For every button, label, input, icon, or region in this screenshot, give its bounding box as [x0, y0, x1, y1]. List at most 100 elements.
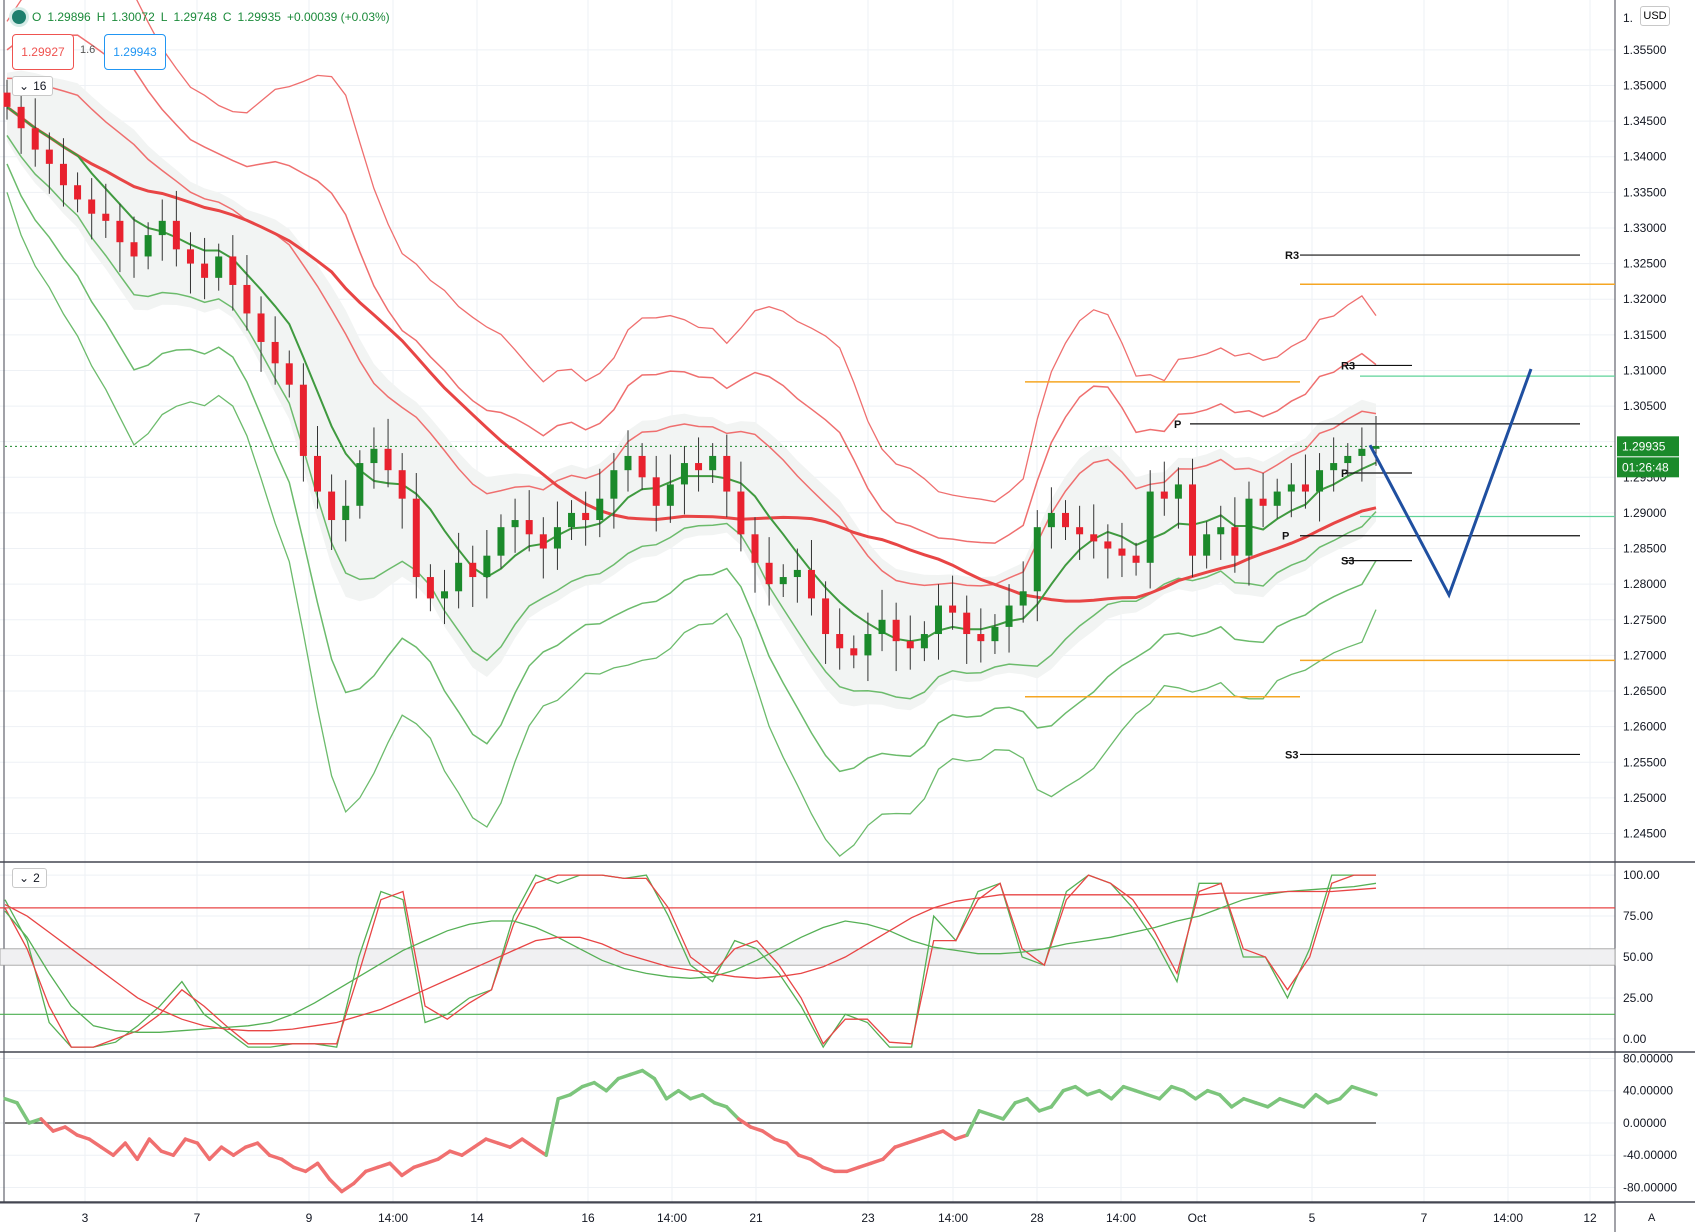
candle-body — [74, 185, 82, 200]
candle-body — [779, 577, 787, 585]
momentum-segment — [905, 1137, 921, 1145]
candle-body — [31, 128, 39, 150]
momentum-segment — [484, 1137, 500, 1145]
momentum-segment — [376, 1161, 392, 1170]
price-tick-label: 1.25500 — [1623, 755, 1667, 769]
time-tick-label: 7 — [1421, 1211, 1428, 1225]
momentum-segment — [388, 1161, 404, 1178]
buy-button[interactable]: 1.29943 — [104, 34, 166, 70]
candle-body — [102, 213, 110, 221]
momentum-segment — [712, 1101, 729, 1109]
candle-body — [1344, 455, 1352, 464]
candle-body — [426, 577, 434, 599]
main-pane-collapse-button[interactable]: ⌄ 16 — [12, 76, 54, 96]
time-tick-label: 28 — [1030, 1211, 1044, 1225]
momentum-segment — [1133, 1088, 1150, 1097]
lower-band-line — [6, 163, 1377, 773]
price-tick-label: 1.31500 — [1623, 328, 1667, 342]
candle-body — [1372, 445, 1380, 449]
candle-body — [186, 249, 194, 264]
momentum-segment — [1097, 1088, 1114, 1101]
candle-body — [384, 448, 392, 471]
candle-body — [299, 384, 307, 456]
momentum-segment — [592, 1080, 609, 1093]
momentum-segment — [1181, 1088, 1198, 1101]
pivot-s3-label: S3 — [1285, 749, 1298, 761]
candle-body — [511, 520, 519, 528]
momentum-segment — [135, 1137, 152, 1162]
momentum-segment — [87, 1137, 103, 1149]
candle-body — [751, 534, 759, 563]
candle-body — [934, 605, 942, 635]
momentum-segment — [1241, 1097, 1258, 1105]
price-tick-label: 1.34000 — [1623, 150, 1667, 164]
countdown-label: 01:26:48 — [1622, 460, 1669, 474]
momentum-segment — [183, 1137, 200, 1145]
momentum-segment — [231, 1145, 248, 1157]
candle-body — [398, 470, 406, 499]
candle-body — [652, 477, 660, 506]
pivot-p-label: P — [1341, 468, 1348, 480]
momentum-segment — [1073, 1084, 1090, 1097]
momentum-segment — [953, 1133, 969, 1141]
candle-body — [1118, 548, 1126, 556]
momentum-segment — [1266, 1097, 1282, 1109]
momentum-segment — [1193, 1088, 1210, 1101]
price-tick-label: 1.27500 — [1623, 613, 1667, 627]
momentum-tick-label: -40.00000 — [1623, 1148, 1677, 1162]
sell-button[interactable]: 1.29927 — [12, 34, 74, 70]
momentum-segment — [1001, 1101, 1017, 1121]
price-tick-label: 1.35000 — [1623, 78, 1667, 92]
upper-band-line — [6, 34, 1377, 544]
candle-body — [215, 256, 223, 278]
price-tick-label: 1.32500 — [1623, 257, 1667, 271]
candle-body — [1217, 527, 1225, 535]
momentum-segment — [917, 1133, 933, 1141]
candle-body — [271, 341, 279, 364]
candle-body — [1189, 484, 1197, 556]
momentum-segment — [436, 1149, 452, 1162]
momentum-segment — [279, 1157, 296, 1170]
candle-body — [116, 220, 124, 243]
candle-body — [892, 619, 900, 642]
momentum-segment — [1278, 1097, 1294, 1105]
momentum-segment — [1350, 1084, 1366, 1093]
momentum-segment — [760, 1129, 777, 1141]
momentum-segment — [1326, 1097, 1342, 1105]
auto-scale-button[interactable]: A — [1648, 1212, 1656, 1224]
candle-body — [257, 313, 265, 342]
momentum-segment — [1338, 1084, 1354, 1101]
momentum-segment — [1145, 1092, 1162, 1101]
momentum-tick-label: -80.00000 — [1623, 1180, 1677, 1194]
momentum-segment — [1205, 1088, 1222, 1097]
candle-body — [1146, 491, 1154, 563]
candlesticks[interactable] — [3, 79, 1380, 682]
momentum-segment — [315, 1161, 332, 1182]
spread-value: 1.6 — [80, 44, 96, 56]
time-tick-label: Oct — [1188, 1211, 1207, 1225]
momentum-segment — [784, 1141, 801, 1157]
candle-body — [1104, 541, 1112, 549]
pivot-p-label: P — [1282, 531, 1289, 543]
candle-body — [1174, 484, 1182, 499]
ohlc-legend: O 1.29896 H 1.30072 L 1.29748 C 1.29935 +0.0… — [12, 6, 390, 28]
currency-button[interactable]: USD — [1640, 6, 1670, 26]
momentum-segment — [352, 1169, 368, 1186]
momentum-segment — [63, 1125, 79, 1137]
osc-pane-count: 2 — [33, 871, 40, 885]
pivot-r3-label: R3 — [1341, 360, 1355, 372]
candle-body — [1273, 491, 1281, 506]
candle-body — [130, 242, 138, 257]
price-tick-label: 1.31000 — [1623, 363, 1667, 377]
price-tick-label: 1.26500 — [1623, 684, 1667, 698]
momentum-segment — [111, 1141, 128, 1157]
momentum-segment — [3, 1097, 19, 1105]
momentum-segment — [1037, 1105, 1054, 1113]
symbol-icon[interactable] — [12, 10, 26, 24]
candle-body — [906, 641, 914, 649]
candle-body — [412, 498, 420, 578]
momentum-segment — [700, 1092, 717, 1105]
momentum-segment — [400, 1165, 416, 1178]
osc-pane-collapse-button[interactable]: ⌄ 2 — [12, 868, 47, 888]
